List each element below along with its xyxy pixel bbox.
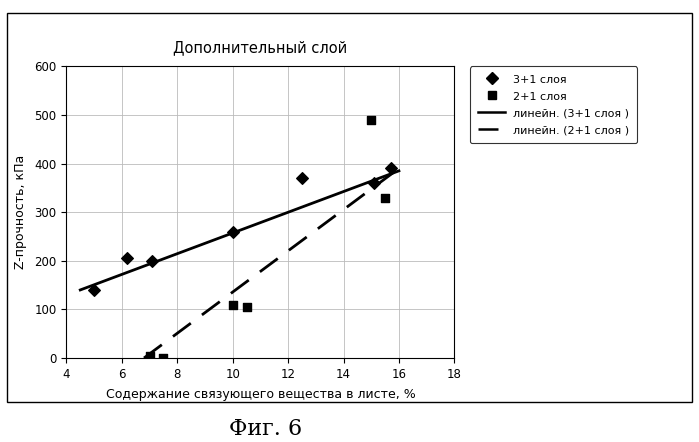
X-axis label: Содержание связующего вещества в листе, %: Содержание связующего вещества в листе, … [106, 388, 415, 401]
Point [144, 352, 155, 359]
Point [227, 301, 238, 308]
Point [368, 179, 380, 187]
Point [385, 165, 396, 172]
Point [296, 175, 308, 182]
Title: Дополнительный слой: Дополнительный слой [173, 40, 347, 55]
Point [241, 303, 252, 310]
Point [227, 228, 238, 235]
Point [380, 194, 391, 201]
Point [158, 354, 169, 362]
Point [366, 116, 377, 123]
Point [122, 255, 133, 262]
Text: Фиг. 6: Фиг. 6 [229, 418, 302, 440]
Point [147, 257, 158, 264]
Point [89, 286, 100, 293]
Y-axis label: Z-прочность, кПа: Z-прочность, кПа [15, 155, 27, 269]
Legend: 3+1 слоя, 2+1 слоя, линейн. (3+1 слоя ), линейн. (2+1 слоя ): 3+1 слоя, 2+1 слоя, линейн. (3+1 слоя ),… [470, 66, 637, 143]
